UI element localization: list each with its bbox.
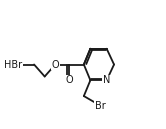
Text: O: O xyxy=(65,75,73,85)
Text: HBr: HBr xyxy=(4,59,22,70)
Text: N: N xyxy=(103,75,110,85)
Text: Br: Br xyxy=(95,100,106,111)
Text: O: O xyxy=(51,59,59,70)
